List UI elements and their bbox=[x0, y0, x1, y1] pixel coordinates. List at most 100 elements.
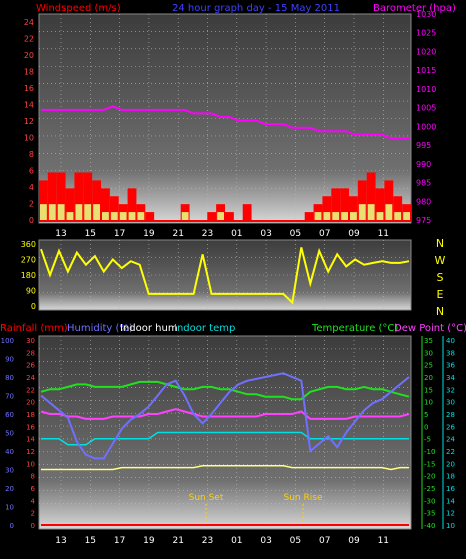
rainfall-tick: 10 bbox=[26, 460, 35, 468]
humidity-line bbox=[40, 372, 410, 460]
wind-average-bar bbox=[217, 212, 224, 220]
direction-tick: 180 bbox=[21, 271, 36, 280]
wind-gust-bar bbox=[207, 212, 217, 220]
indoor-temp-tick: 32 bbox=[446, 386, 455, 394]
time-tick-label: 09 bbox=[348, 229, 360, 239]
wind-gust-bar bbox=[340, 188, 349, 220]
barometer-tick: 1025 bbox=[416, 29, 436, 38]
wind-average-bar bbox=[323, 212, 331, 220]
wind-average-bar bbox=[358, 204, 366, 220]
wind-pressure-grid bbox=[39, 14, 411, 223]
indoor-temp-tick: 40 bbox=[446, 337, 455, 345]
indoor-temp-tick: 36 bbox=[446, 362, 455, 370]
humidity-tick: 80 bbox=[5, 374, 14, 382]
barometer-tick-labels: 1030 1025 1020 1015 1010 1005 1000 995 990 985 980… bbox=[416, 10, 436, 225]
time-tick-label: 11 bbox=[378, 229, 389, 239]
temperature-tick: 0 bbox=[424, 423, 428, 431]
compass-letter: N bbox=[436, 305, 444, 318]
series-legend-label: Indoor temp bbox=[174, 323, 235, 334]
barometer-tick: 1020 bbox=[416, 47, 436, 56]
wind-gust-bar bbox=[39, 180, 48, 220]
rainfall-tick: 24 bbox=[26, 374, 35, 382]
time-tick-label: 07 bbox=[319, 536, 330, 546]
wind-average-bar bbox=[48, 204, 56, 220]
barometer-tick: 1015 bbox=[416, 66, 436, 75]
wind-gust-bar bbox=[65, 188, 75, 220]
humidity-tick: 90 bbox=[5, 356, 14, 364]
indoor-temp-tick: 28 bbox=[446, 411, 455, 419]
time-tick-label: 23 bbox=[202, 536, 213, 546]
lower-chart-legend: Rainfall (mm) Humidity (%)Indoor humIndoo… bbox=[0, 323, 466, 334]
humidity-tick: 70 bbox=[5, 393, 14, 401]
windspeed-tick: 0 bbox=[29, 216, 34, 225]
indoor-temp-tick: 20 bbox=[446, 460, 455, 468]
temperature-tick: 5 bbox=[424, 411, 428, 419]
indoor-temp-tick: 30 bbox=[446, 399, 455, 407]
rainfall-tick: 14 bbox=[26, 436, 35, 444]
humidity-tick: 100 bbox=[1, 337, 14, 345]
rainfall-tick: 16 bbox=[26, 423, 35, 431]
time-tick-label: 03 bbox=[260, 536, 271, 546]
wind-gust-bar bbox=[74, 172, 84, 220]
wind-average-bar bbox=[376, 212, 384, 220]
rainfall-tick: 20 bbox=[26, 399, 35, 407]
wind-gust-bar bbox=[109, 196, 119, 220]
wind-gust-bar bbox=[304, 212, 314, 220]
wind-gust-bar bbox=[375, 188, 385, 220]
windspeed-tick: 8 bbox=[29, 150, 34, 159]
wind-average-bar bbox=[367, 204, 375, 220]
temperature-tick: 35 bbox=[424, 337, 433, 345]
wind-gust-bar bbox=[384, 180, 394, 220]
wind-direction-line bbox=[40, 247, 410, 305]
compass-letter: N bbox=[436, 237, 444, 250]
barometer-tick: 1000 bbox=[416, 122, 436, 131]
rainfall-tick: 0 bbox=[31, 522, 35, 530]
windspeed-tick: 4 bbox=[29, 183, 34, 192]
temperature-tick: -40 bbox=[424, 522, 435, 530]
time-tick-label: 13 bbox=[55, 536, 66, 546]
indoor-temp-tick-labels: 40 38 36 34 32 30 28 26 24 22 20 18 16 14 12 10 bbox=[442, 336, 455, 530]
wind-gust-bar bbox=[101, 188, 110, 220]
time-tick-label: 15 bbox=[85, 536, 96, 546]
indoor-temp-tick: 10 bbox=[446, 522, 455, 530]
rainfall-tick: 18 bbox=[26, 411, 35, 419]
wind-average-bar bbox=[110, 212, 118, 220]
temperature-tick: -30 bbox=[424, 497, 435, 505]
wind-average-bar bbox=[403, 212, 410, 220]
time-tick-label: 19 bbox=[143, 536, 155, 546]
time-tick-label: 01 bbox=[231, 536, 242, 546]
wind-average-bar bbox=[181, 212, 189, 220]
wind-average-bar bbox=[394, 212, 402, 220]
time-tick-label: 23 bbox=[202, 229, 213, 239]
windspeed-tick: 24 bbox=[24, 18, 34, 27]
windspeed-tick: 12 bbox=[24, 117, 34, 126]
time-tick-label: 15 bbox=[85, 229, 96, 239]
wind-gust-bar bbox=[92, 180, 101, 220]
temperature-tick: 15 bbox=[424, 386, 433, 394]
sun-marker-label: Sun Set bbox=[189, 493, 224, 503]
windspeed-tick: 6 bbox=[29, 167, 34, 176]
direction-degree-tick-labels: 360 270 180 90 0 bbox=[21, 240, 36, 311]
wind-average-bar bbox=[128, 212, 136, 220]
temperature-tick: 25 bbox=[424, 362, 433, 370]
dew-point-legend-label: Dew Point (°C) bbox=[394, 323, 466, 334]
compass-letter: W bbox=[435, 254, 446, 267]
time-tick-label: 17 bbox=[114, 536, 125, 546]
indoor-temp-tick: 24 bbox=[446, 436, 455, 444]
indoor-temp-tick: 16 bbox=[446, 485, 455, 493]
windspeed-tick: 22 bbox=[24, 35, 34, 44]
rainfall-tick: 6 bbox=[31, 485, 36, 493]
time-tick-labels-top: 13 15 17 19 21 23 01 03 05 07 09 11 bbox=[55, 229, 389, 239]
dew-point-line bbox=[40, 408, 410, 420]
temperature-tick: -35 bbox=[424, 510, 435, 518]
time-tick-label: 05 bbox=[290, 536, 301, 546]
time-tick-label: 17 bbox=[114, 229, 125, 239]
time-tick-label: 21 bbox=[172, 536, 183, 546]
compass-letter: E bbox=[437, 288, 444, 301]
wind-average-bar bbox=[40, 204, 47, 220]
wind-average-bar bbox=[341, 212, 348, 220]
